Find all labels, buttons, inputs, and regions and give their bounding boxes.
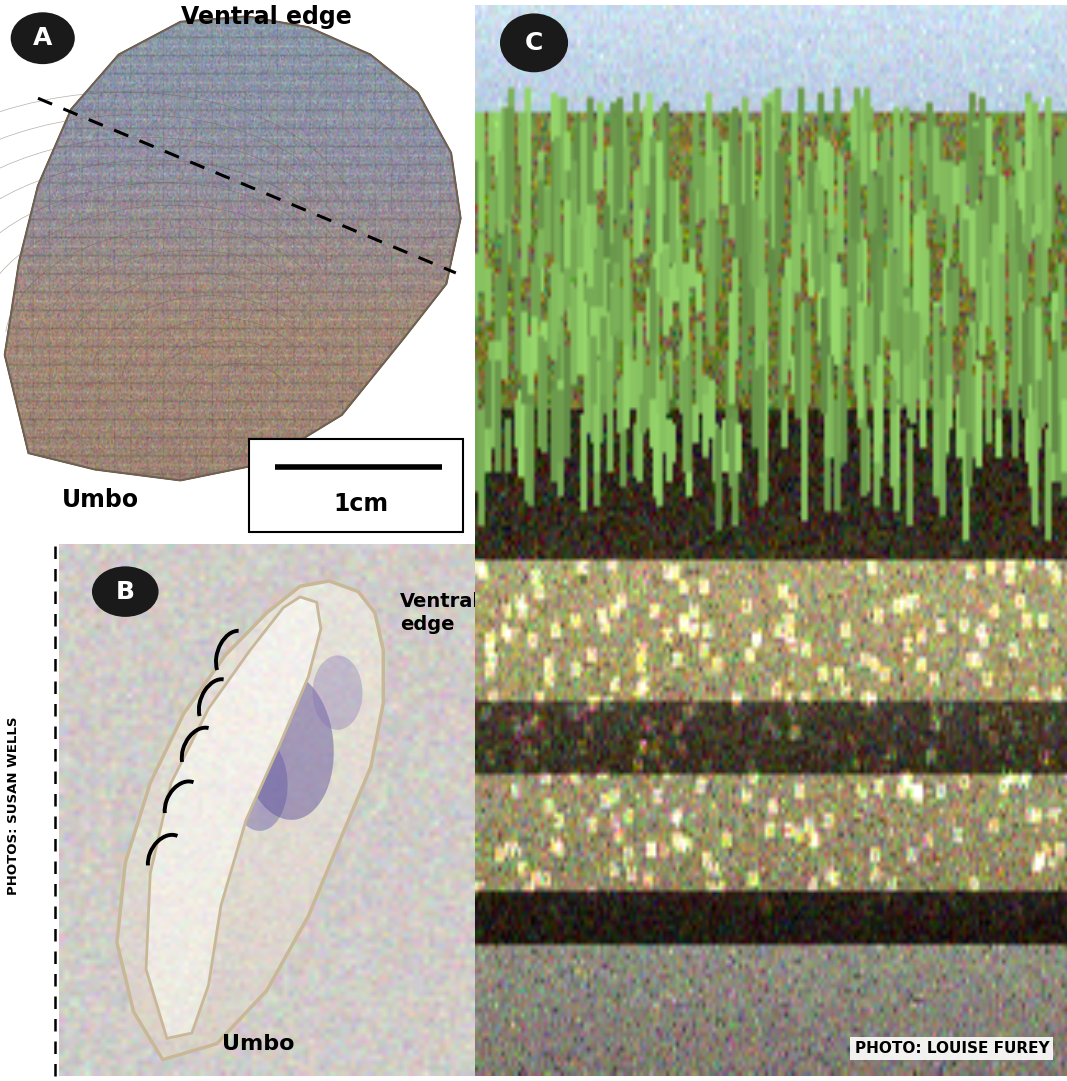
Ellipse shape bbox=[500, 13, 568, 72]
Ellipse shape bbox=[11, 12, 75, 64]
Text: 1cm: 1cm bbox=[333, 492, 388, 516]
Ellipse shape bbox=[229, 735, 288, 831]
Text: Umbo: Umbo bbox=[222, 1035, 294, 1054]
Text: PHOTO: LOUISE FUREY: PHOTO: LOUISE FUREY bbox=[855, 1041, 1049, 1056]
Text: A: A bbox=[33, 26, 52, 50]
FancyBboxPatch shape bbox=[250, 440, 463, 532]
Ellipse shape bbox=[313, 655, 363, 730]
Text: Ventral
edge: Ventral edge bbox=[400, 591, 480, 635]
Text: Umbo: Umbo bbox=[62, 488, 139, 511]
Ellipse shape bbox=[241, 671, 334, 819]
Text: PHOTOS: SUSAN WELLS: PHOTOS: SUSAN WELLS bbox=[7, 716, 20, 895]
Text: B: B bbox=[115, 579, 134, 603]
Ellipse shape bbox=[92, 566, 159, 617]
Text: C: C bbox=[525, 31, 543, 55]
Text: Ventral edge: Ventral edge bbox=[180, 5, 351, 29]
